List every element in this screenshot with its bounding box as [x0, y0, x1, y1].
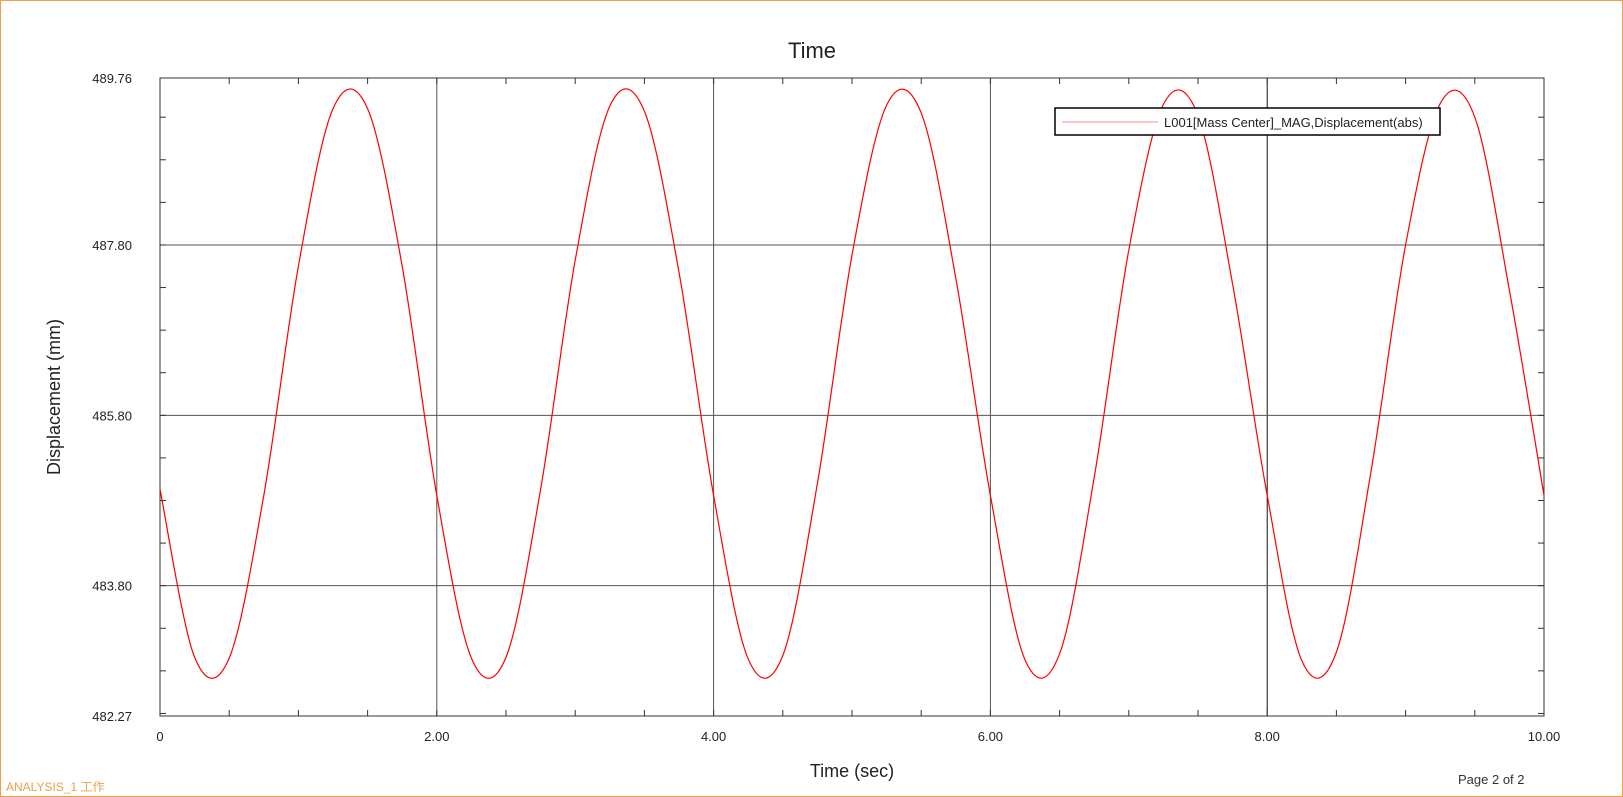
x-tick-label: 8.00 [1255, 729, 1280, 744]
y-axis-label: Displacement (mm) [44, 319, 64, 475]
legend: L001[Mass Center]_MAG,Displacement(abs) [1054, 107, 1441, 136]
chart-title: Time [788, 38, 836, 63]
series-layer [159, 88, 1545, 679]
y-tick-label: 482.27 [92, 709, 132, 724]
page-indicator: Page 2 of 2 [1458, 772, 1525, 787]
minor-ticks [159, 78, 1545, 716]
y-tick-labels: 482.27 483.80 485.80 487.80 489.76 [92, 71, 132, 724]
legend-label: L001[Mass Center]_MAG,Displacement(abs) [1164, 115, 1423, 130]
x-tick-label: 2.00 [424, 729, 449, 744]
series-line [159, 88, 1545, 679]
x-tick-labels: 0 2.00 4.00 6.00 8.00 10.00 [156, 729, 1560, 744]
x-tick-label: 4.00 [701, 729, 726, 744]
x-axis-label: Time (sec) [810, 761, 894, 781]
y-tick-label: 485.80 [92, 408, 132, 423]
x-tick-label: 0 [156, 729, 163, 744]
x-tick-label: 6.00 [978, 729, 1003, 744]
grid-lines [160, 78, 1544, 716]
plot-area [159, 77, 1545, 717]
x-tick-label: 10.00 [1528, 729, 1561, 744]
y-tick-label: 487.80 [92, 238, 132, 253]
y-tick-label: 483.80 [92, 579, 132, 594]
y-tick-label: 489.76 [92, 71, 132, 86]
analysis-label: ANALYSIS_1 工作 [6, 780, 105, 794]
